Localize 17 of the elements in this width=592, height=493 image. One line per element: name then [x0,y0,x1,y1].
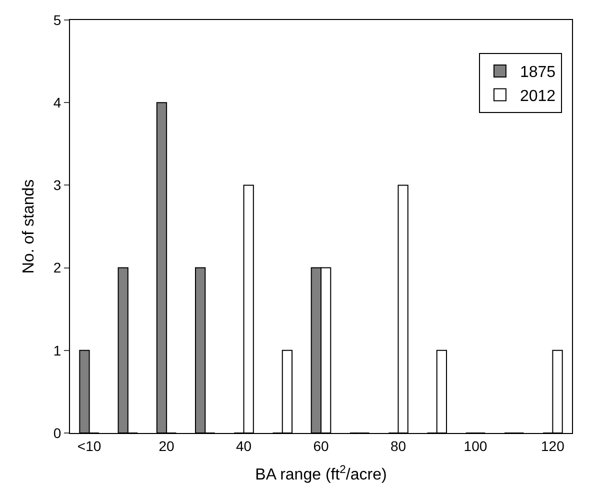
x-axis-title: BA range (ft$^{2}$/acre) [255,464,387,484]
x-tick-label: 60 [313,438,329,454]
x-tick-label: <10 [77,438,102,454]
x-tick-label: 80 [390,438,406,454]
y-tick-label: 1 [53,342,62,358]
legend-label: 1875 [520,64,556,82]
y-tick-label: 2 [53,260,62,276]
y-tick-label: 3 [53,177,62,194]
x-tick-label: 40 [236,438,252,454]
y-axis-title: No. of stands [20,179,38,274]
y-tick-label: 0 [53,424,62,441]
x-tick-label: 120 [541,438,565,454]
y-tick-label: 4 [53,94,62,110]
x-tick-label: 20 [158,438,175,454]
x-tick-label: 100 [464,438,488,454]
legend-label: 2012 [520,88,556,105]
y-tick-label: 5 [53,12,62,28]
